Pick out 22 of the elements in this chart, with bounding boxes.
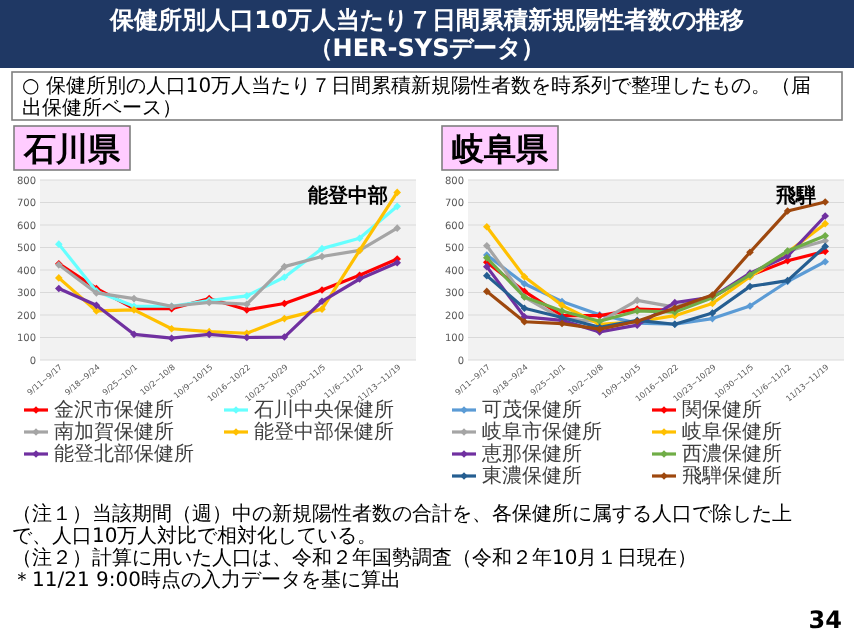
legend-label: 飛騨保健所	[682, 464, 782, 488]
legend-label: 岐阜保健所	[682, 420, 782, 444]
text: 保健所別人口10万人当たり７日間累積新規陽性者数の推移（HER-SYSデータ）	[108, 6, 744, 62]
legend-label: 可茂保健所	[482, 398, 582, 422]
legend-label: 関保健所	[682, 398, 762, 422]
legend-label: 恵那保健所	[480, 442, 582, 466]
text: （注１）当該期間（週）中の新規陽性者数の合計を、各保健所に属する人口で除した上で、人口10万人対比で相対化している。	[12, 502, 792, 548]
legend-label: 能登中部保健所	[254, 420, 394, 444]
text: ○ 保健所別の人口10万人当たり７日間累積新規陽性者数を時系列で整理したもの。（届出保健所ベース）	[22, 74, 812, 120]
legend-label: 西濃保健所	[682, 442, 782, 466]
legend-label: 能登北部保健所	[54, 442, 194, 466]
legend-label: 岐阜市保健所	[482, 420, 602, 444]
legend-label: 東濃保健所	[482, 464, 582, 488]
text: 34	[808, 606, 842, 634]
legend-label: 金沢市保健所	[54, 398, 174, 422]
annotation: 飛騨	[774, 184, 816, 208]
legend-label: 南加賀保健所	[54, 420, 174, 444]
annotation: 能登中部	[308, 184, 388, 208]
chart-title: 岐阜県	[452, 130, 550, 168]
text: （注２）計算に用いた人口は、令和２年国勢調査（令和２年10月１日現在）	[12, 546, 698, 570]
text: ＊11/21 9:00時点の入力データを基に算出	[12, 568, 401, 592]
chart-title: 石川県	[22, 130, 122, 168]
